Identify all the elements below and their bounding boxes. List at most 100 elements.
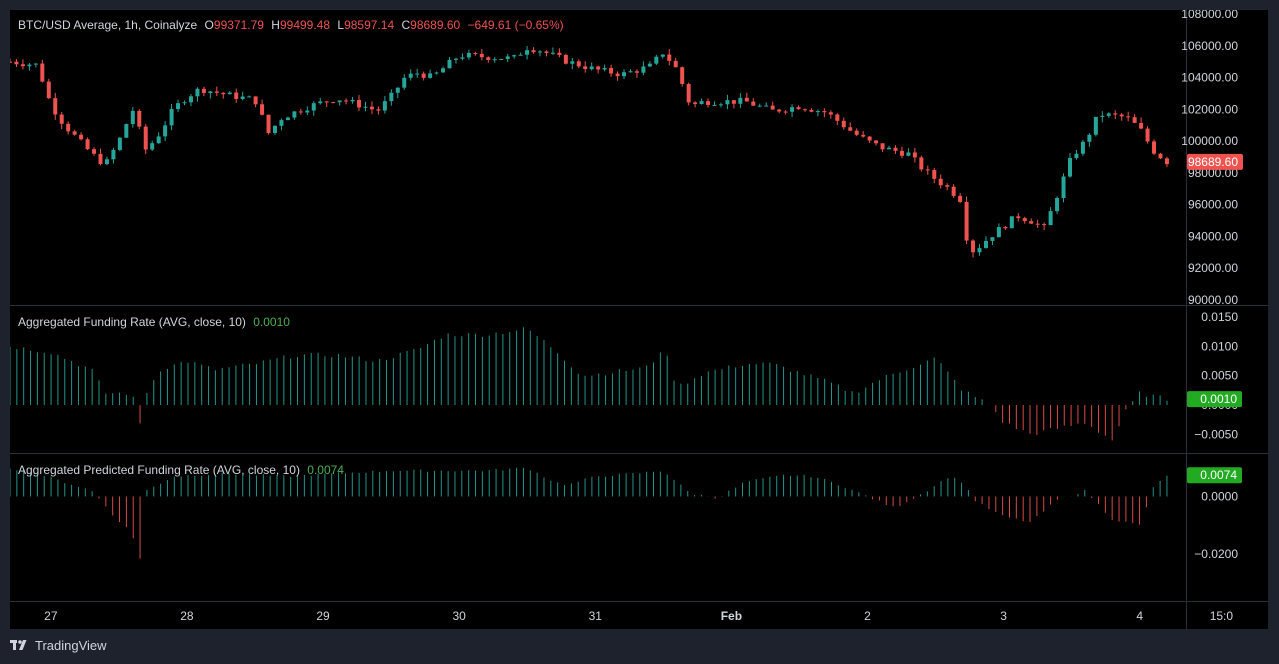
pane-dividers (10, 10, 1268, 629)
candle (318, 97, 323, 105)
candle (958, 192, 963, 204)
funding-last-value-label: 0.0010 (1200, 392, 1237, 406)
candle-body (298, 111, 303, 113)
candle-body (441, 68, 446, 73)
candle (453, 57, 458, 64)
candle (622, 69, 627, 80)
candle (718, 102, 723, 108)
candle (176, 99, 181, 113)
candle (596, 65, 601, 74)
candle-body (14, 61, 19, 65)
candle-body (809, 109, 814, 112)
candle (912, 148, 917, 163)
candle (512, 54, 517, 59)
candle-body (272, 125, 277, 134)
price-tick-label: 102000.00 (1181, 102, 1238, 116)
candle-body (240, 96, 245, 99)
candle (298, 108, 303, 115)
candle-body (537, 51, 542, 53)
price-pane[interactable] (10, 46, 1169, 258)
candle-body (1093, 116, 1098, 135)
predicted-funding-rate-pane[interactable] (10, 467, 1168, 559)
chart-canvas[interactable]: 108000.00 106000.00 104000.00 102000.00 1000… (10, 10, 1268, 629)
candle (938, 174, 943, 189)
candle (841, 117, 846, 130)
candle-body (492, 59, 497, 61)
candle (492, 56, 497, 63)
chart-frame[interactable]: 108000.00 106000.00 104000.00 102000.00 1000… (10, 10, 1268, 629)
candle-body (1087, 134, 1092, 142)
ohlc-open: O99371.79 (204, 18, 264, 32)
ohlc-close-value: 98689.60 (410, 18, 461, 32)
candle (402, 74, 407, 90)
candle-body (731, 100, 736, 104)
candle-body (518, 54, 523, 56)
candle-body (1035, 223, 1040, 225)
candle-body (964, 201, 969, 241)
candle (1152, 139, 1157, 156)
candle (867, 136, 872, 143)
last-price-badge (1187, 153, 1243, 170)
candle-body (156, 136, 161, 144)
candle-body (686, 83, 691, 103)
candle (1029, 218, 1034, 224)
candle (518, 52, 523, 56)
candle (182, 100, 187, 106)
candle-body (977, 248, 982, 253)
candle-body (104, 159, 109, 165)
candle-body (46, 81, 51, 99)
candle (143, 124, 148, 155)
candle (1100, 111, 1105, 123)
predicted-last-value-badge (1187, 467, 1242, 484)
price-tick-label: 94000.00 (1188, 229, 1238, 243)
candle-body (59, 114, 64, 124)
candle (802, 108, 807, 112)
candle-body (764, 105, 769, 107)
candle-body (331, 102, 336, 104)
candle-body (285, 117, 290, 121)
price-axis[interactable]: 108000.00 106000.00 104000.00 102000.00 1000… (1181, 10, 1243, 307)
candle (673, 57, 678, 68)
candle-body (117, 137, 122, 150)
candle (1061, 173, 1066, 203)
candle-body (1042, 224, 1047, 226)
candle-body (874, 140, 879, 144)
candle-body (266, 114, 271, 134)
candle-body (550, 52, 555, 54)
candle (350, 97, 355, 104)
candle (79, 132, 84, 141)
candle-body (660, 54, 665, 57)
funding-tick-label: 0.0100 (1201, 339, 1238, 353)
candle-body (428, 73, 433, 78)
candle (1126, 111, 1131, 122)
price-tick-label: 96000.00 (1188, 198, 1238, 212)
candle-body (311, 103, 316, 111)
candle-body (828, 112, 833, 115)
candle (324, 101, 329, 108)
footer-brand: TradingView (35, 638, 107, 653)
candle (893, 145, 898, 154)
candle-body (932, 170, 937, 179)
funding-legend: Aggregated Funding Rate (AVG, close, 10)… (18, 315, 294, 329)
candle (576, 59, 581, 69)
candle (376, 106, 381, 115)
ohlc-high-value: 99499.48 (279, 18, 331, 32)
candle-body (85, 139, 90, 150)
candle (1158, 152, 1163, 160)
candle (59, 112, 64, 130)
candle (169, 103, 174, 131)
candle-body (473, 52, 478, 54)
funding-rate-pane[interactable] (10, 327, 1168, 441)
time-axis[interactable]: 27 28 29 30 31 Feb 2 3 4 15:0 (44, 609, 1233, 623)
predicted-funding-axis[interactable]: 0.0000 −0.0200 0.0074 (1187, 467, 1242, 561)
candle (1074, 149, 1079, 160)
candle (680, 66, 685, 87)
candle (92, 147, 97, 156)
candle-body (589, 66, 594, 70)
candle (764, 102, 769, 107)
candle (473, 51, 478, 56)
candle (214, 86, 219, 97)
candle-body (893, 147, 898, 151)
candle (66, 121, 71, 135)
